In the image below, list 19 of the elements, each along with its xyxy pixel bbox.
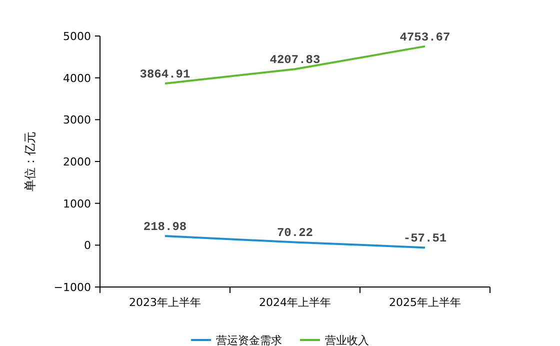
y-tick-label: 3000 [63, 114, 91, 127]
y-tick-label: 2000 [63, 156, 91, 168]
x-tick-label: 2024年上半年 [259, 296, 331, 309]
data-label: 4207.83 [270, 53, 320, 68]
data-label: -57.51 [403, 232, 447, 246]
y-tick-label: 0 [84, 239, 91, 252]
x-tick-label: 2025年上半年 [389, 296, 461, 309]
y-tick-label: −1000 [54, 281, 91, 294]
y-tick-label: 4000 [63, 72, 91, 85]
data-label: 4753.67 [400, 30, 450, 44]
x-tick-label: 2023年上半年 [129, 296, 201, 309]
data-label: 70.22 [276, 226, 314, 240]
y-tick-label: 1000 [63, 197, 91, 210]
legend-label: 营运资金需求 [216, 334, 282, 346]
legend-label: 营业收入 [325, 334, 369, 346]
data-label: 218.98 [143, 220, 187, 234]
data-label: 3864.91 [140, 67, 190, 82]
y-tick-label: 5000 [63, 30, 91, 43]
y-axis-title: 单位：亿元 [23, 132, 37, 192]
